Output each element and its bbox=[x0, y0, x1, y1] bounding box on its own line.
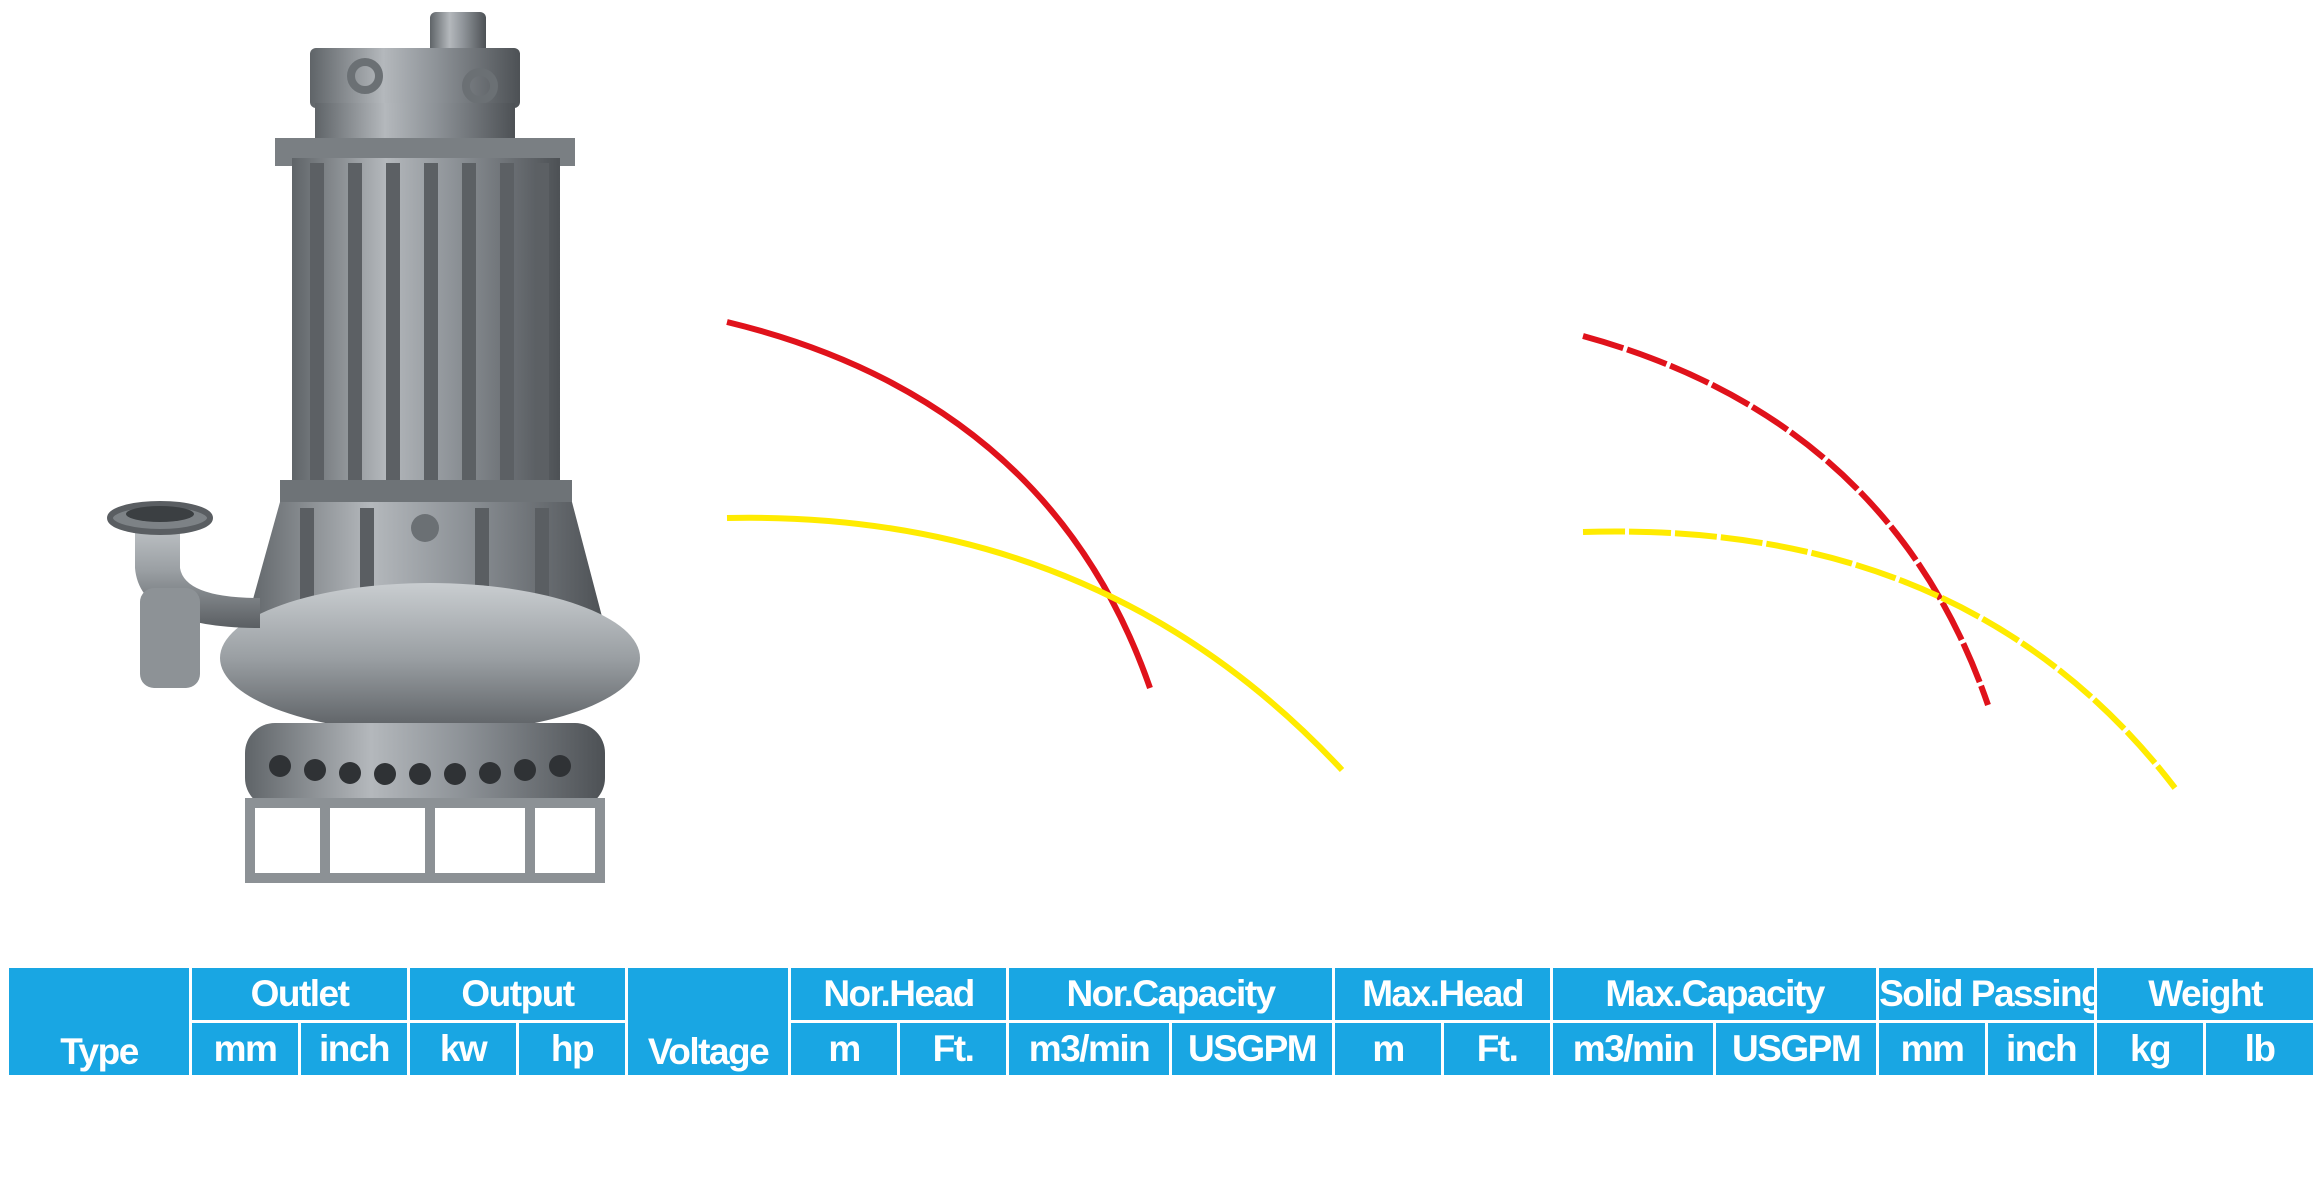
max-head-m-unit: m bbox=[1332, 1020, 1445, 1078]
output-kw-unit: kw bbox=[407, 1020, 520, 1078]
output-header: Output bbox=[407, 965, 629, 1023]
weight-header: Weight bbox=[2094, 965, 2317, 1023]
weight-kg-unit: kg bbox=[2094, 1020, 2207, 1078]
submersible-pump-photo bbox=[107, 12, 640, 883]
efficiency-curve-right bbox=[1582, 528, 2178, 790]
max-capacity-header: Max.Capacity bbox=[1550, 965, 1880, 1023]
head-curve-right bbox=[1582, 333, 1991, 706]
nor-capacity-m3min-unit: m3/min bbox=[1006, 1020, 1173, 1078]
solid-passing-inch-unit: inch bbox=[1985, 1020, 2098, 1078]
outlet-mm-unit: mm bbox=[189, 1020, 301, 1078]
nor-head-header: Nor.Head bbox=[788, 965, 1010, 1023]
nor-head-ft-unit: Ft. bbox=[897, 1020, 1010, 1078]
type-header: Type bbox=[6, 965, 192, 1078]
max-capacity-usgpm-unit: USGPM bbox=[1713, 1020, 1880, 1078]
max-capacity-m3min-unit: m3/min bbox=[1550, 1020, 1717, 1078]
nor-head-m-unit: m bbox=[788, 1020, 901, 1078]
efficiency-curve-left bbox=[726, 514, 1345, 773]
output-hp-unit: hp bbox=[516, 1020, 629, 1078]
solid-passing-mm-unit: mm bbox=[1876, 1020, 1989, 1078]
spec-table: Type Outlet Output Voltage Nor.Head Nor.… bbox=[6, 965, 2317, 1078]
nor-capacity-header: Nor.Capacity bbox=[1006, 965, 1336, 1023]
head-curve-left bbox=[726, 319, 1153, 689]
max-head-header: Max.Head bbox=[1332, 965, 1554, 1023]
outlet-inch-unit: inch bbox=[297, 1020, 411, 1078]
solid-passing-header: Solid Passing bbox=[1876, 965, 2098, 1023]
voltage-header: Voltage bbox=[625, 965, 792, 1078]
outlet-header: Outlet bbox=[188, 965, 411, 1023]
performance-curves bbox=[726, 319, 2178, 790]
weight-lb-unit: lb bbox=[2203, 1020, 2317, 1078]
max-head-ft-unit: Ft. bbox=[1441, 1020, 1554, 1078]
nor-capacity-usgpm-unit: USGPM bbox=[1169, 1020, 1336, 1078]
